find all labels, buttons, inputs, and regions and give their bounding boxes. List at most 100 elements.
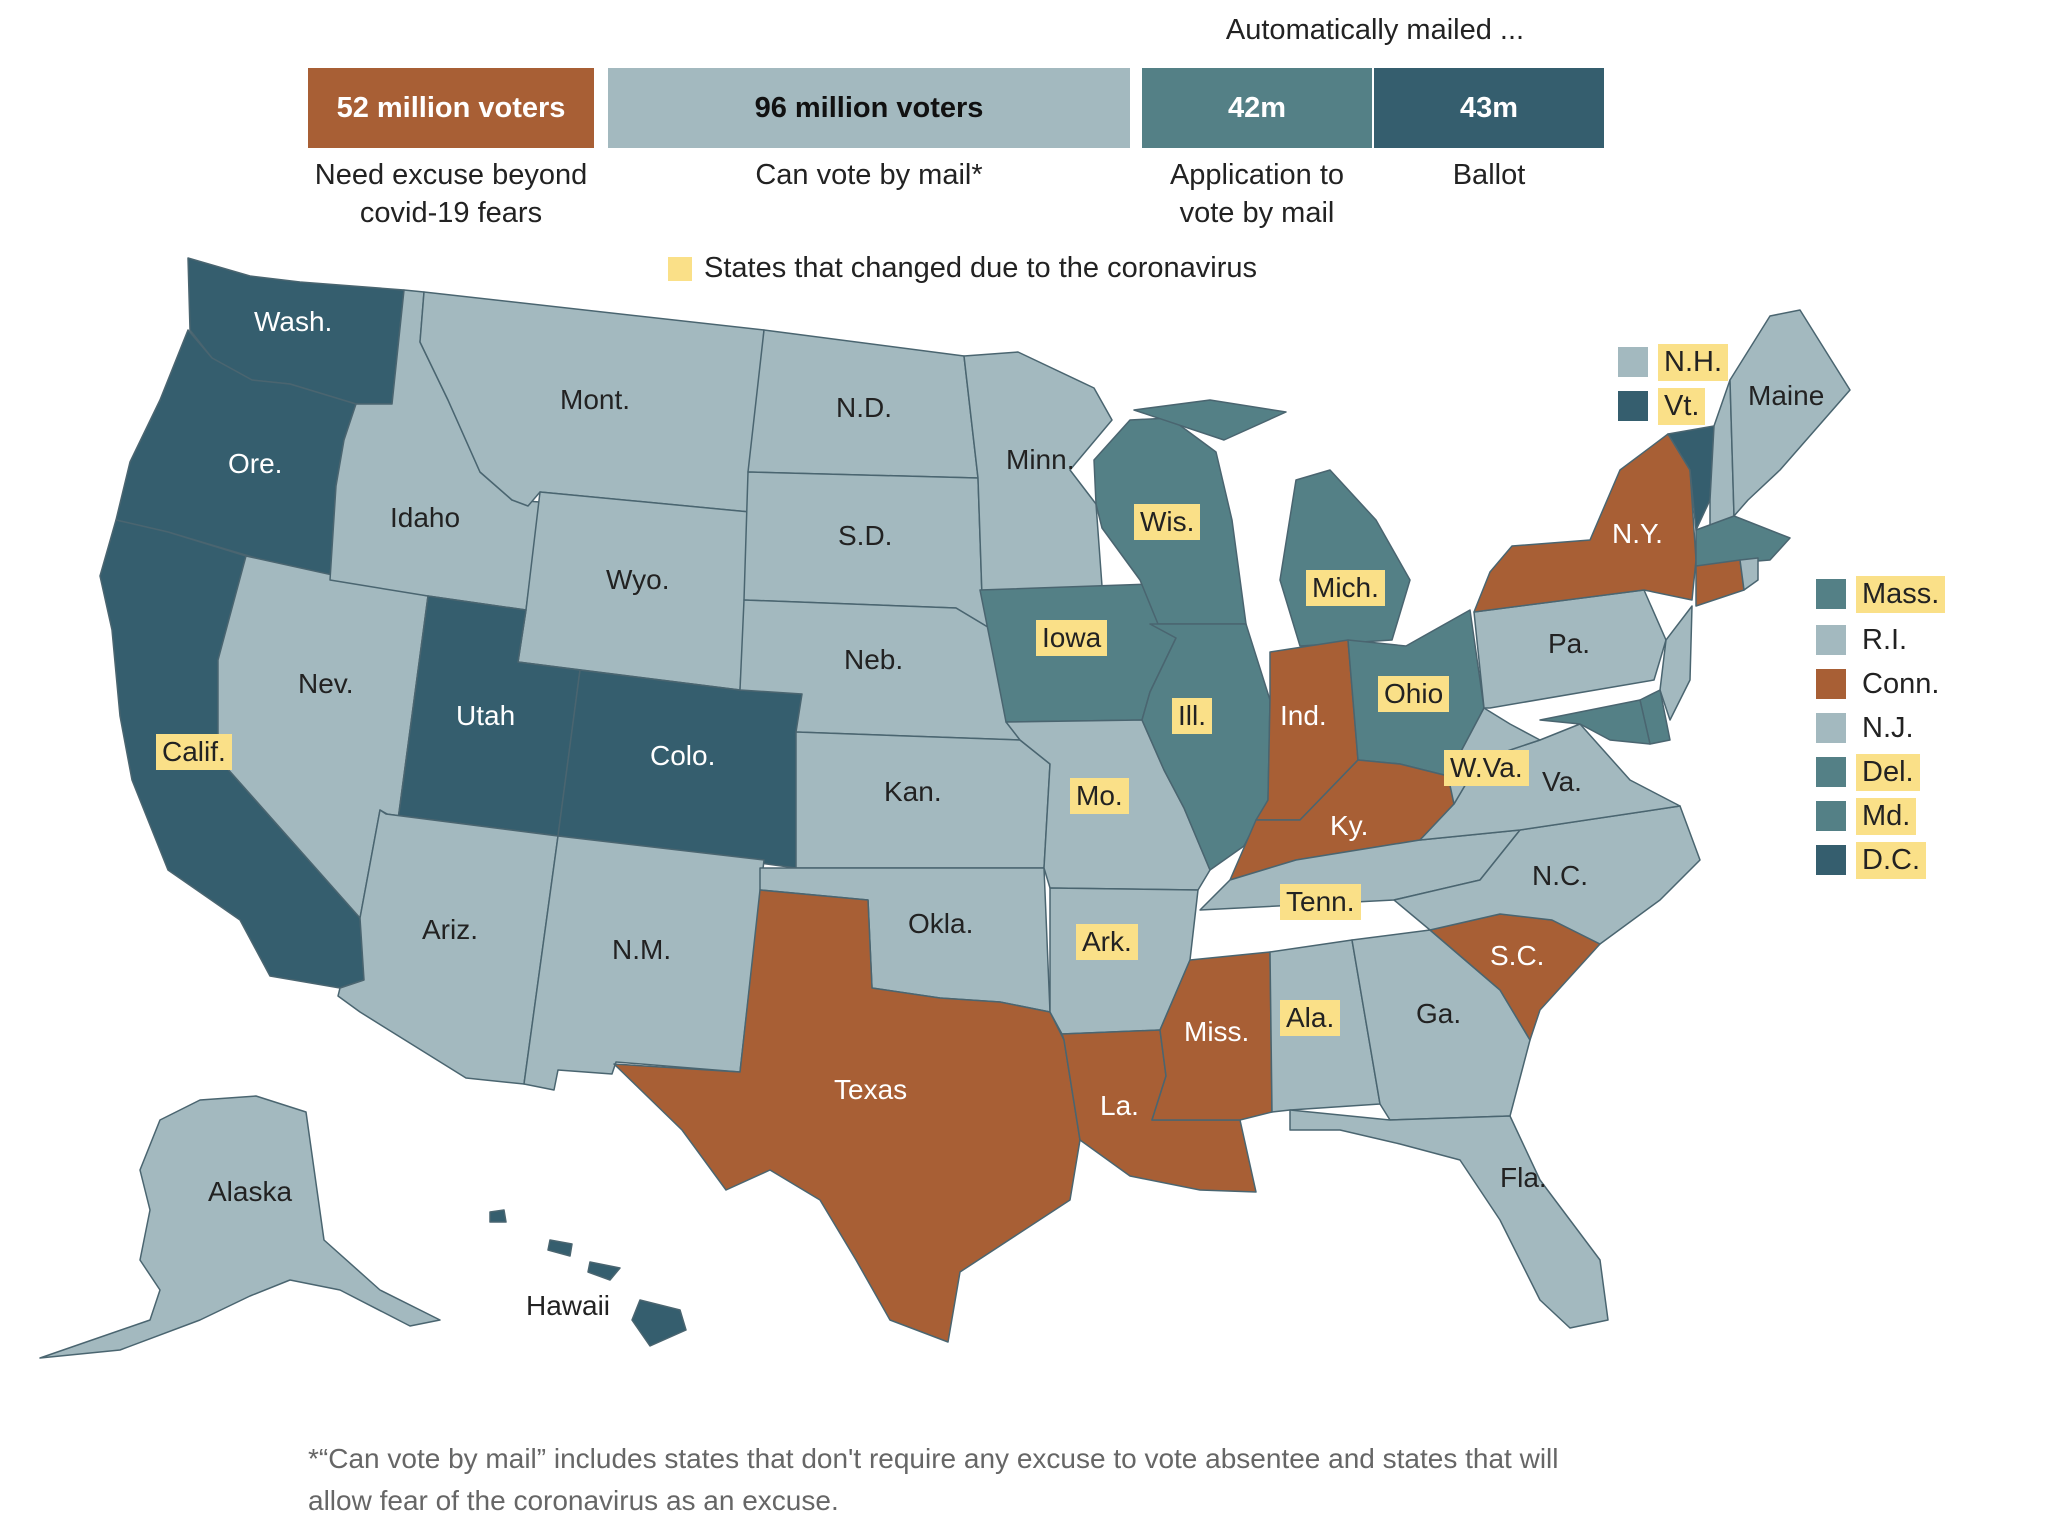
footnote: *“Can vote by mail” includes states that… [308, 1443, 1559, 1516]
state-fla [1289, 1109, 1609, 1329]
label-tenn: Tenn. [1280, 884, 1361, 920]
legend-ri: R.I. [1816, 622, 1913, 658]
legend-nj-swatch [1816, 713, 1846, 743]
bar-ballot-caption: Ballot [1452, 159, 1526, 191]
label-ala: Ala. [1280, 1000, 1341, 1036]
bar-can-vote: 96 million voters [608, 68, 1130, 148]
label-va: Va. [1542, 766, 1582, 797]
bar-ballot-label: 43m [1459, 91, 1519, 124]
state-maine [1729, 309, 1851, 517]
legend-del-label: Del. [1856, 753, 1920, 791]
legend-ri-label: R.I. [1862, 623, 1908, 656]
label-idaho: Idaho [390, 502, 461, 533]
legend-nh-label: N.H. [1658, 343, 1728, 381]
label-pa: Pa. [1548, 628, 1591, 659]
label-ky: Ky. [1330, 810, 1369, 841]
bar-excuse: 52 million voters [308, 68, 594, 148]
label-ill: Ill. [1172, 698, 1212, 734]
state-mass [1695, 515, 1791, 567]
label-sd: S.D. [838, 520, 893, 551]
legend-dc: D.C. [1816, 841, 1926, 879]
label-mont: Mont. [560, 384, 631, 415]
label-ark: Ark. [1076, 924, 1138, 960]
label-utah: Utah [456, 700, 516, 731]
label-wyo: Wyo. [606, 564, 670, 595]
label-texas: Texas [834, 1074, 908, 1105]
bar-can-vote-label: 96 million voters [754, 91, 984, 124]
label-mich: Mich. [1306, 570, 1385, 606]
state-hawaii [489, 1209, 687, 1347]
legend-del: Del. [1816, 753, 1920, 791]
legend-nj-label: N.J. [1862, 711, 1914, 744]
legend-ri-swatch [1816, 625, 1846, 655]
label-hawaii: Hawaii [526, 1290, 611, 1321]
bar-application: 42m [1142, 68, 1372, 148]
legend-conn: Conn. [1816, 666, 1945, 702]
state-ill [1141, 623, 1271, 871]
label-fla: Fla. [1500, 1162, 1547, 1193]
state-alaska [39, 1095, 441, 1359]
label-ariz: Ariz. [422, 914, 478, 945]
label-wva: W.Va. [1444, 750, 1529, 786]
state-md [1539, 699, 1651, 745]
bar-excuse-label: 52 million voters [336, 91, 566, 124]
legend-conn-label: Conn. [1862, 667, 1940, 700]
legend-del-swatch [1816, 757, 1846, 787]
bar-application-caption: Application to vote by mail [1169, 159, 1345, 229]
changed-legend-label: States that changed due to the coronavir… [704, 252, 1257, 284]
label-nd: N.D. [836, 392, 892, 423]
changed-legend: States that changed due to the coronavir… [668, 252, 1257, 285]
legend-vt: Vt. [1618, 387, 1706, 425]
label-neb: Neb. [844, 644, 904, 675]
legend-dc-swatch [1816, 845, 1846, 875]
label-miss: Miss. [1184, 1016, 1250, 1047]
legend-nj: N.J. [1816, 710, 1920, 746]
label-alaska: Alaska [208, 1176, 293, 1207]
label-ga: Ga. [1416, 998, 1462, 1029]
bar-ballot: 43m [1374, 68, 1604, 148]
legend-md-label: Md. [1856, 797, 1917, 835]
legend-vt-label: Vt. [1658, 387, 1706, 425]
auto-mailed-title: Automatically mailed ... [1225, 14, 1525, 46]
label-ohio: Ohio [1378, 676, 1450, 712]
legend-mass-swatch [1816, 579, 1846, 609]
legend-conn-swatch [1816, 669, 1846, 699]
legend-md: Md. [1816, 797, 1917, 835]
state-nj [1659, 605, 1693, 721]
state-conn [1695, 559, 1745, 607]
label-ny: N.Y. [1612, 518, 1663, 549]
label-iowa: Iowa [1036, 620, 1108, 656]
label-maine: Maine [1748, 380, 1825, 411]
bar-can-vote-caption: Can vote by mail* [755, 159, 983, 191]
bar-excuse-caption: Need excuse beyond covid-19 fears [314, 159, 588, 229]
label-ore: Ore. [228, 448, 283, 479]
label-nev: Nev. [298, 668, 354, 699]
legend-vt-swatch [1618, 391, 1648, 421]
legend-dc-label: D.C. [1856, 841, 1926, 879]
label-kan: Kan. [884, 776, 942, 807]
label-la: La. [1100, 1090, 1139, 1121]
state-texas [613, 889, 1081, 1343]
label-okla: Okla. [908, 908, 974, 939]
label-calif: Calif. [156, 734, 232, 770]
legend-nh: N.H. [1618, 343, 1728, 381]
state-minn [963, 351, 1113, 597]
legend-mass-label: Mass. [1856, 575, 1946, 613]
legend-mass: Mass. [1816, 575, 1946, 613]
legend-md-swatch [1816, 801, 1846, 831]
label-wis: Wis. [1134, 504, 1201, 540]
label-wash: Wash. [254, 306, 333, 337]
state-nc [1393, 805, 1701, 945]
label-minn: Minn. [1006, 444, 1075, 475]
changed-legend-swatch [668, 256, 692, 281]
label-sc: S.C. [1490, 940, 1545, 971]
label-ind: Ind. [1280, 700, 1327, 731]
legend-nh-swatch [1618, 347, 1648, 377]
label-nm: N.M. [612, 934, 672, 965]
label-nc: N.C. [1532, 860, 1588, 891]
label-colo: Colo. [650, 740, 716, 771]
bar-application-label: 42m [1227, 91, 1287, 124]
state-vt [1667, 425, 1715, 531]
state-ri [1739, 557, 1759, 591]
